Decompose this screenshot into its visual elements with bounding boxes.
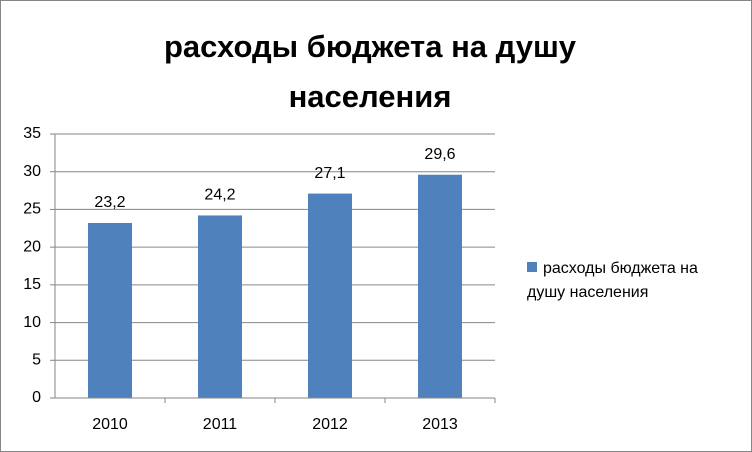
y-tick-label: 10 [23,314,41,331]
y-tick-label: 30 [23,163,41,180]
y-tick-label: 0 [32,389,41,406]
x-tick-label: 2012 [312,416,348,433]
y-tick-label: 15 [23,276,41,293]
legend-swatch [527,262,537,272]
bar [418,174,462,398]
data-label: 23,2 [94,194,125,211]
legend: расходы бюджета на душу населения [527,257,717,305]
data-label: 27,1 [314,165,345,182]
x-tick-label: 2011 [203,416,238,433]
bar [198,215,242,398]
data-label: 24,2 [204,187,235,204]
y-tick-label: 25 [23,201,41,218]
bar [308,193,352,398]
x-tick-label: 2010 [92,416,128,433]
chart-title: расходы бюджета на душу населения [163,29,577,114]
legend-label: расходы бюджета на душу населения [527,260,698,301]
y-tick-label: 5 [32,352,41,369]
y-tick-label: 20 [23,238,41,255]
data-label: 29,6 [424,146,455,163]
x-tick-label: 2013 [422,416,458,433]
bar [88,223,132,398]
y-tick-label: 35 [23,125,41,142]
